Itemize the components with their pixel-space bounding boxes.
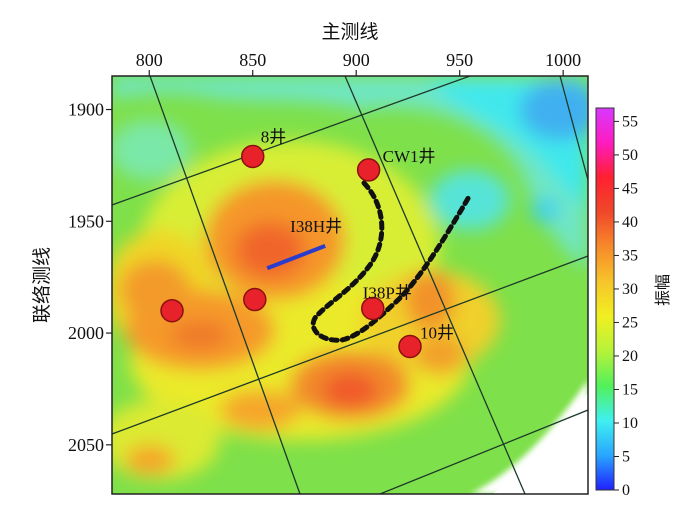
colorbar-tick-label: 10	[622, 415, 638, 432]
well-marker	[160, 298, 184, 323]
y-tick-label: 1900	[68, 100, 104, 120]
colorbar-tick-label: 55	[622, 113, 638, 130]
colorbar-tick-label: 5	[622, 448, 630, 465]
y-axis-title: 联络测线	[31, 247, 53, 323]
grid-line	[112, 76, 471, 206]
no-data-region-core	[492, 392, 588, 494]
x-axis-title: 主测线	[321, 21, 378, 43]
colorbar-tick-label: 15	[622, 381, 638, 398]
well-marker	[356, 158, 381, 182]
grid-line	[344, 76, 526, 494]
grid-line	[149, 76, 301, 494]
colorbar-tick-label: 50	[622, 147, 638, 164]
well-marker	[240, 144, 265, 169]
colorbar-tick-label: 45	[622, 180, 638, 197]
plot-frame	[111, 75, 589, 495]
well-label: 8井	[261, 127, 287, 146]
colorbar-title: 振幅	[653, 274, 672, 306]
colorbar-tick-label: 0	[622, 482, 630, 499]
y-tick-label: 1950	[68, 211, 104, 231]
horizontal-well-trace	[266, 244, 326, 271]
well-markers: I38H井 8井 CW1井 I38P井 10井	[160, 127, 454, 359]
colorbar-tick-label: 40	[622, 214, 638, 231]
colorbar-tick-label: 25	[622, 314, 638, 331]
grid-line	[379, 409, 588, 494]
well-marker	[398, 334, 422, 359]
well-marker	[243, 287, 267, 312]
y-tick-label: 2050	[68, 435, 104, 455]
colorbar-tick-label: 20	[622, 348, 638, 365]
colorbar-tick-label: 30	[622, 281, 638, 298]
colorbar: 0 5 10 15 20 25 30 35 40 45 50 55 振幅	[595, 107, 672, 499]
y-tick-label: 2000	[68, 323, 104, 343]
well-label: I38H井	[290, 217, 342, 236]
x-tick-label: 850	[239, 50, 266, 70]
well-label: I38P井	[363, 283, 412, 302]
colorbar-tick-label: 35	[622, 247, 638, 264]
map-plot-area: I38H井 8井 CW1井 I38P井 10井	[112, 76, 588, 494]
well-marker	[361, 296, 385, 321]
x-tick-label: 1000	[545, 50, 581, 70]
well-label: 10井	[420, 323, 454, 342]
y-axis: 1900 1950 2000 2050	[68, 100, 112, 455]
amplitude-field	[112, 76, 588, 480]
grid-line	[559, 76, 588, 181]
x-tick-label: 900	[343, 50, 370, 70]
colorbar-gradient	[595, 107, 615, 491]
grid-line	[112, 255, 588, 435]
well-label: CW1井	[383, 147, 436, 166]
dotted-outline	[310, 180, 473, 343]
x-tick-label: 800	[136, 50, 163, 70]
survey-grid-lines	[112, 76, 588, 494]
colorbar-ticks: 0 5 10 15 20 25 30 35 40 45 50 55	[614, 113, 638, 499]
x-tick-label: 950	[446, 50, 473, 70]
x-axis: 800 850 900 950 1000	[136, 50, 581, 76]
